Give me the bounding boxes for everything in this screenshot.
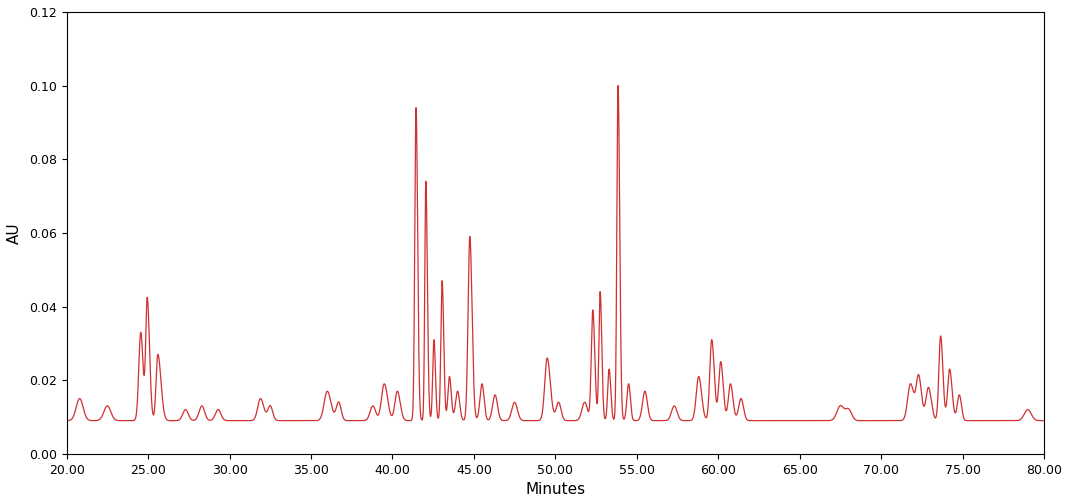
- X-axis label: Minutes: Minutes: [525, 482, 586, 497]
- Y-axis label: AU: AU: [6, 222, 22, 243]
